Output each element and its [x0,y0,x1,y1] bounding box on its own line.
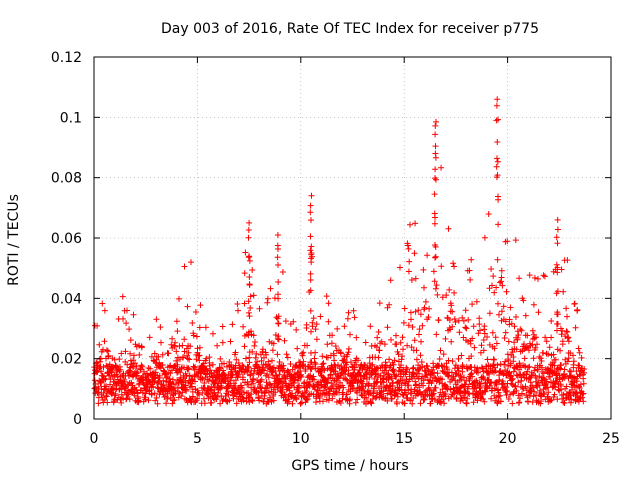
x-tick-label: 5 [193,431,202,447]
x-tick-label: 20 [499,431,517,447]
chart-title: Day 003 of 2016, Rate Of TEC Index for r… [161,21,539,37]
x-tick-label: 0 [90,431,99,447]
axis-ticks: 0 5 10 15 20 25 0 0.02 0.04 0.06 0.08 0.1 0.12 [51,50,620,447]
y-tick-label: 0.12 [51,50,82,66]
grid-lines [94,57,611,419]
x-tick-label: 15 [395,431,413,447]
y-tick-label: 0.06 [51,231,82,247]
y-tick-label: 0.04 [51,291,82,307]
x-tick-label: 10 [292,431,310,447]
y-axis-label: ROTI / TECUs [6,194,22,286]
x-axis-label: GPS time / hours [291,458,408,474]
y-tick-label: 0.08 [51,171,82,187]
x-tick-label: 25 [602,431,620,447]
y-tick-label: 0.02 [51,352,82,368]
y-tick-label: 0.1 [60,110,82,126]
y-tick-label: 0 [73,412,82,428]
